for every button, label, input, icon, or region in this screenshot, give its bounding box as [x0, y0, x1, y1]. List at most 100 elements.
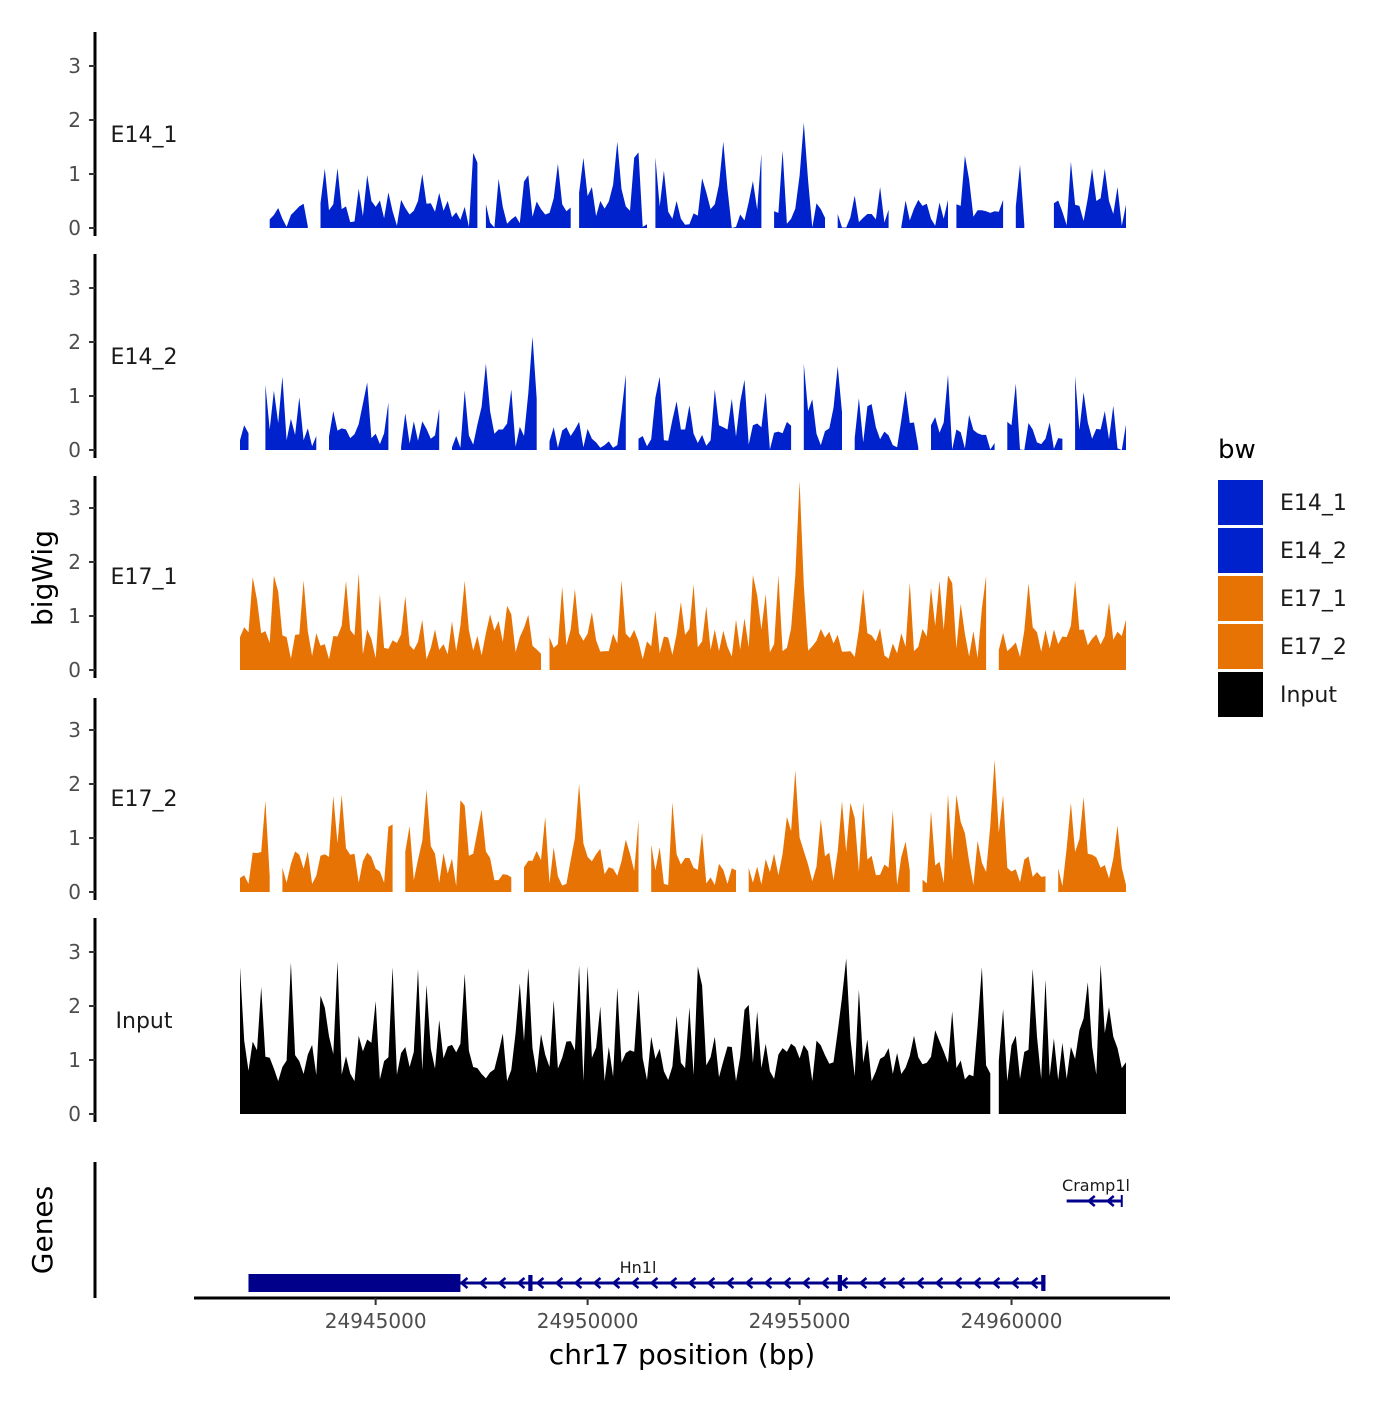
track-panel-e14-1: 0 1 2 3 E14_1 — [68, 32, 1126, 240]
coverage-area — [655, 141, 762, 228]
legend-swatch — [1218, 528, 1263, 573]
y-tick-label: 3 — [68, 276, 81, 300]
y-tick-label: 0 — [68, 438, 81, 462]
y-tick-label: 1 — [68, 162, 81, 186]
coverage-area — [240, 800, 270, 892]
legend-item-e17-2: E17_2 — [1218, 624, 1347, 669]
coverage-area — [240, 958, 991, 1114]
coverage-area — [803, 363, 842, 450]
strand-arrow — [592, 1277, 602, 1289]
coverage-area — [931, 374, 995, 450]
track-panel-e17-1: 0 1 2 3 E17_1 — [68, 476, 1126, 682]
strand-arrow — [858, 1277, 868, 1289]
y-axis-title: bigWig — [26, 530, 59, 626]
gene-exon — [528, 1275, 533, 1291]
gene-label: Cramp1l — [1062, 1176, 1130, 1195]
track-panel-e17-2: 0 1 2 3 E17_2 — [68, 698, 1126, 904]
coverage-area — [854, 390, 919, 450]
track-panel-input: 0 1 2 3 Input — [68, 918, 1126, 1126]
strand-arrow — [1105, 1195, 1115, 1207]
strand-arrow — [763, 1277, 773, 1289]
track-label: E14_1 — [111, 123, 178, 148]
y-tick-label: 2 — [68, 772, 81, 796]
y-tick-label: 0 — [68, 216, 81, 240]
strand-arrow — [896, 1277, 906, 1289]
y-tick-label: 1 — [68, 604, 81, 628]
legend-swatch — [1218, 576, 1263, 621]
strand-arrow — [611, 1277, 621, 1289]
strand-arrow — [782, 1277, 792, 1289]
strand-arrow — [820, 1277, 830, 1289]
legend-label: E14_2 — [1280, 539, 1347, 564]
coverage-area — [1053, 161, 1126, 228]
y-tick-label: 2 — [68, 108, 81, 132]
legend-item-input: Input — [1218, 672, 1337, 717]
coverage-area — [956, 155, 1004, 228]
legend-items: E14_1 E14_2 E17_1 E17_2 Input — [1218, 480, 1347, 717]
strand-arrow — [573, 1277, 583, 1289]
coverage-area — [922, 759, 1046, 892]
strand-arrow — [1010, 1277, 1020, 1289]
gene-exon — [248, 1274, 461, 1292]
track-label: E17_2 — [111, 787, 178, 812]
strand-arrow — [725, 1277, 735, 1289]
y-tick-label: 3 — [68, 496, 81, 520]
coverage-area — [774, 122, 825, 228]
coverage-area — [748, 770, 910, 892]
y-tick-label: 3 — [68, 54, 81, 78]
coverage-area — [549, 374, 626, 450]
y-tick-label: 2 — [68, 994, 81, 1018]
x-axis: 24945000 24950000 24955000 24960000 — [194, 1296, 1170, 1333]
coverage-area — [549, 481, 987, 670]
x-tick-label: 24955000 — [749, 1309, 851, 1333]
coverage-area — [269, 203, 308, 228]
legend-item-e14-2: E14_2 — [1218, 528, 1347, 573]
coverage-area — [485, 163, 571, 228]
strand-arrow — [1086, 1195, 1096, 1207]
coverage-area — [1007, 383, 1063, 450]
coverage-area — [837, 187, 889, 228]
strand-arrow — [497, 1277, 507, 1289]
strand-arrow — [535, 1277, 545, 1289]
legend-label: E17_1 — [1280, 587, 1347, 612]
genes-axis-title: Genes — [26, 1186, 59, 1274]
y-tick-label: 0 — [68, 880, 81, 904]
strand-arrow — [516, 1277, 526, 1289]
coverage-area — [329, 382, 389, 450]
legend-swatch — [1218, 624, 1263, 669]
coverage-area — [282, 794, 393, 892]
y-tick-label: 2 — [68, 330, 81, 354]
gene-cramp1l: Cramp1l — [1062, 1176, 1130, 1207]
track-label: E14_2 — [111, 345, 178, 370]
coverage-area — [998, 580, 1126, 670]
legend-title: bw — [1218, 435, 1256, 465]
x-axis-title: chr17 position (bp) — [549, 1338, 815, 1371]
x-tick-label: 24950000 — [537, 1309, 639, 1333]
y-tick-label: 0 — [68, 1102, 81, 1126]
strand-arrow — [972, 1277, 982, 1289]
coverage-area — [401, 409, 440, 450]
gene-exon — [1041, 1275, 1046, 1291]
coverage-area — [265, 376, 317, 450]
genes-layer: Hn1l Cramp1l — [93, 1162, 1130, 1298]
y-tick-label: 1 — [68, 384, 81, 408]
strand-arrow — [687, 1277, 697, 1289]
y-tick-label: 2 — [68, 550, 81, 574]
legend-label: E17_2 — [1280, 635, 1347, 660]
coverage-area — [1058, 797, 1126, 892]
legend-item-e14-1: E14_1 — [1218, 480, 1347, 525]
strand-arrow — [953, 1277, 963, 1289]
tracks-layer: 0 1 2 3 E14_1 0 1 2 3 E14_2 0 1 2 3 E17_1 0 1 2 3 E17_2 0 1 2 3… — [68, 32, 1126, 1126]
legend-item-e17-1: E17_1 — [1218, 576, 1347, 621]
strand-arrow — [554, 1277, 564, 1289]
coverage-area — [524, 784, 639, 892]
track-panel-e14-2: 0 1 2 3 E14_2 — [68, 254, 1126, 462]
strand-arrow — [934, 1277, 944, 1289]
strand-arrow — [630, 1277, 640, 1289]
legend-swatch — [1218, 672, 1263, 717]
strand-arrow — [478, 1277, 488, 1289]
y-tick-label: 1 — [68, 826, 81, 850]
coverage-area — [1075, 376, 1126, 450]
strand-arrow — [915, 1277, 925, 1289]
